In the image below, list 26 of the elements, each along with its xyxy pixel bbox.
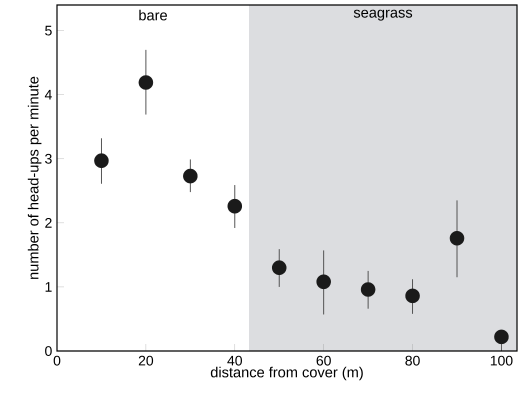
- point: [450, 230, 464, 246]
- point: [494, 330, 509, 344]
- point: [228, 198, 242, 214]
- point: [316, 274, 331, 290]
- point: [94, 153, 109, 168]
- y-axis-title: number of head-ups per minute: [28, 76, 42, 279]
- x-tick-label: 20: [138, 356, 154, 366]
- point: [138, 75, 154, 90]
- x-tick-label: 100: [490, 356, 513, 366]
- point: [405, 288, 420, 304]
- point: [360, 282, 376, 297]
- x-tick-label: 0: [54, 356, 60, 366]
- x-tick-label: 60: [316, 356, 331, 366]
- point: [183, 168, 198, 184]
- x-tick-label: 40: [227, 356, 242, 366]
- y-tick-label: 0: [45, 346, 52, 356]
- y-tick-label: 3: [45, 154, 52, 164]
- y-tick-label: 1: [46, 282, 52, 292]
- x-tick-label: 80: [405, 356, 420, 366]
- x-axis-title: distance from cover (m): [210, 366, 363, 380]
- band-label: seagrass: [354, 10, 412, 21]
- point: [272, 260, 286, 275]
- y-tick-label: 4: [44, 90, 52, 100]
- annotation: bare: [139, 10, 167, 20]
- y-tick-label: 2: [45, 218, 52, 228]
- y-tick-label: 5: [45, 26, 52, 36]
